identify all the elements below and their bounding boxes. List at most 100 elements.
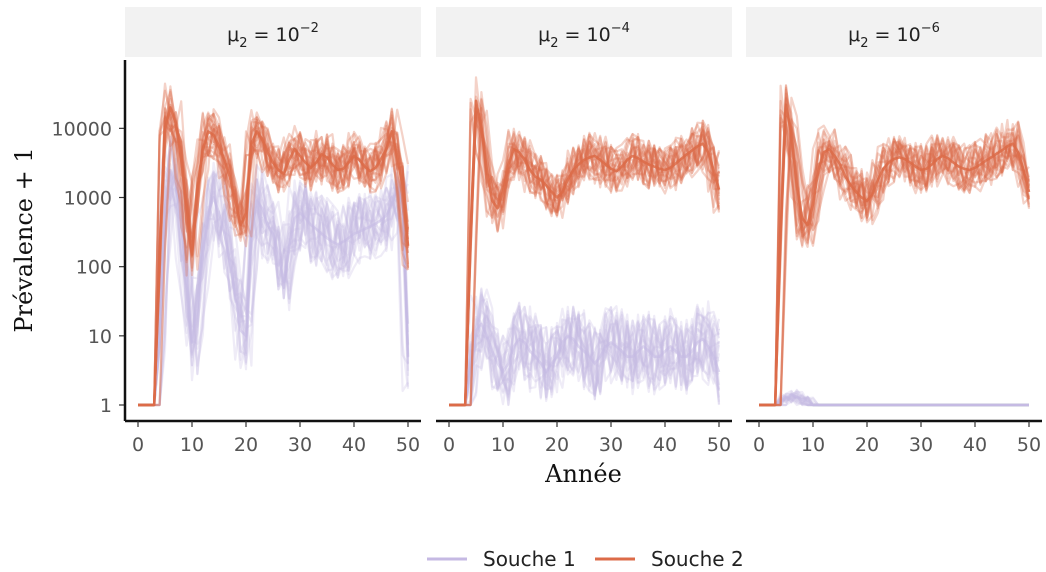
souche-1-replicate-line [138, 171, 410, 407]
x-tick-label: 0 [753, 434, 765, 456]
series-lines [138, 82, 410, 407]
souche-2-replicate-line [138, 88, 410, 407]
legend-label: Souche 1 [483, 547, 576, 571]
souche-2-replicate-line [449, 107, 720, 407]
souche-2-replicate-line [759, 117, 1031, 407]
x-tick-label: 40 [963, 434, 987, 456]
souche-1-replicate-line [449, 287, 721, 407]
y-tick-label: 1000 [64, 188, 112, 210]
x-tick-label: 40 [653, 434, 677, 456]
souche-2-series-line [138, 106, 410, 407]
souche-2-replicate-line [759, 97, 1031, 407]
souche-1-replicate-line [449, 306, 721, 407]
souche-2-replicate-line [449, 122, 721, 407]
souche-1-replicate-line [449, 288, 720, 407]
facet-strip [125, 7, 421, 57]
souche-2-replicate-line [449, 103, 720, 407]
souche-1-series-line [449, 322, 721, 407]
souche-2-replicate-line [449, 110, 721, 407]
souche-1-replicate-line [449, 300, 721, 407]
x-tick-label: 50 [707, 434, 731, 456]
legend: Souche 1 Souche 2 [427, 547, 744, 571]
souche-2-replicate-line [138, 103, 410, 407]
souche-1-replicate-line [449, 305, 721, 407]
souche-2-replicate-line [759, 88, 1031, 407]
souche-2-replicate-line [759, 125, 1031, 407]
panels: μ2 = 10−2 0 10 20 30 40 50 μ2 = 10−4 0 10 20 30 40 50… [125, 7, 1042, 456]
souche-1-replicate-line [138, 176, 410, 407]
souche-1-replicate-line [449, 305, 721, 407]
souche-2-replicate-line [138, 111, 410, 407]
x-tick-label: 10 [801, 434, 825, 456]
souche-2-replicate-line [138, 108, 410, 407]
souche-2-replicate-line [759, 108, 1030, 407]
souche-1-replicate-line [138, 145, 410, 407]
souche-1-replicate-line [138, 157, 410, 407]
souche-1-replicate-line [449, 312, 721, 407]
souche-1-replicate-line [449, 305, 720, 407]
souche-2-replicate-line [449, 76, 721, 407]
souche-2-replicate-line [759, 83, 1030, 407]
souche-2-replicate-line [449, 95, 721, 407]
souche-1-replicate-line [138, 173, 409, 407]
souche-1-replicate-line [138, 163, 410, 407]
souche-2-replicate-line [759, 118, 1031, 407]
facet-strip [436, 7, 732, 57]
souche-2-replicate-line [759, 115, 1031, 407]
souche-2-replicate-line [449, 111, 720, 407]
x-axis-title: Année [544, 460, 622, 488]
souche-2-replicate-line [759, 99, 1031, 407]
souche-2-replicate-line [449, 100, 721, 407]
x-tick-label: 0 [443, 434, 455, 456]
souche-2-replicate-line [759, 116, 1031, 407]
souche-2-replicate-line [138, 111, 409, 407]
souche-2-replicate-line [138, 120, 410, 407]
souche-1-replicate-line [449, 291, 721, 407]
y-axis: 1 10 100 1000 10000 [52, 60, 127, 421]
facet-strip-label: μ2 = 10−2 [227, 21, 319, 51]
panel-3: μ2 = 10−6 0 10 20 30 40 50 [746, 7, 1042, 456]
souche-1-replicate-line [449, 306, 720, 407]
facet-strip-label: μ2 = 10−6 [848, 21, 940, 51]
souche-2-replicate-line [759, 86, 1031, 407]
souche-1-replicate-line [449, 305, 721, 407]
facet-strip-label: μ2 = 10−4 [538, 21, 630, 51]
souche-2-replicate-line [138, 100, 410, 407]
souche-1-replicate-line [449, 303, 721, 407]
souche-1-replicate-line [449, 295, 721, 407]
souche-1-replicate-line [449, 288, 721, 407]
x-tick-label: 50 [396, 434, 420, 456]
souche-2-replicate-line [449, 112, 720, 407]
souche-2-replicate-line [449, 111, 721, 407]
y-tick-label: 10000 [52, 118, 112, 140]
souche-1-replicate-line [138, 140, 410, 407]
souche-2-series-line [759, 103, 1031, 407]
souche-1-replicate-line [449, 298, 721, 407]
x-tick-label: 10 [180, 434, 204, 456]
souche-2-replicate-line [449, 97, 721, 407]
souche-1-replicate-line [138, 135, 410, 407]
souche-1-replicate-line [449, 311, 720, 407]
souche-2-replicate-line [138, 97, 410, 407]
souche-2-replicate-line [449, 109, 720, 407]
souche-2-replicate-line [449, 98, 721, 407]
x-tick-label: 20 [855, 434, 879, 456]
series-lines [449, 76, 721, 407]
panel-2: μ2 = 10−4 0 10 20 30 40 50 [436, 7, 732, 456]
panel-1: μ2 = 10−2 0 10 20 30 40 50 [125, 7, 421, 456]
souche-1-replicate-line [138, 160, 410, 407]
y-axis-title: Prévalence + 1 [10, 147, 38, 332]
souche-2-replicate-line [759, 96, 1030, 407]
souche-1-replicate-line [138, 171, 410, 407]
souche-2-replicate-line [138, 115, 410, 407]
y-tick-label: 100 [76, 257, 112, 279]
y-tick-label: 10 [88, 326, 112, 348]
souche-2-replicate-line [449, 112, 721, 407]
x-tick-label: 0 [132, 434, 144, 456]
x-tick-label: 20 [545, 434, 569, 456]
x-tick-label: 10 [491, 434, 515, 456]
x-tick-label: 30 [909, 434, 933, 456]
souche-2-replicate-line [449, 106, 720, 407]
souche-1-replicate-line [449, 294, 721, 407]
